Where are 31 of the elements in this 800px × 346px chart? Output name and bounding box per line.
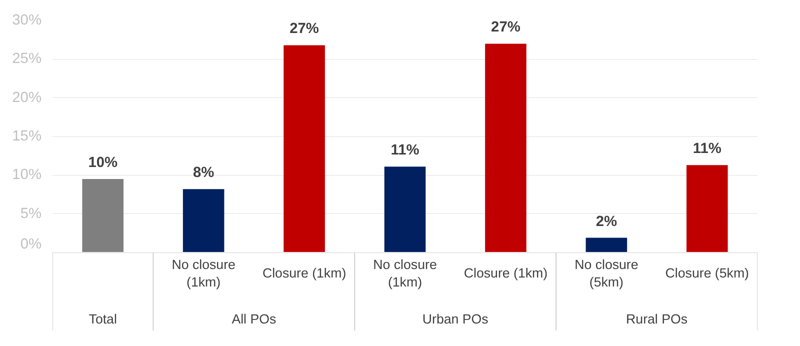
x-tick-label: No closure (1km) bbox=[172, 257, 236, 290]
y-tick-label: 5% bbox=[20, 206, 42, 222]
data-label: 8% bbox=[192, 165, 214, 182]
text: All POs bbox=[232, 312, 276, 327]
y-tick-label: 15% bbox=[12, 128, 42, 144]
text: Rural POs bbox=[626, 312, 688, 327]
y-tick-label: 25% bbox=[12, 51, 42, 68]
data-label: 11% bbox=[390, 142, 420, 159]
data-label: 2% bbox=[596, 214, 618, 230]
bar bbox=[686, 165, 728, 252]
y-tick-label: 10% bbox=[12, 167, 42, 184]
x-tick-label: Closure (5km) bbox=[665, 266, 749, 281]
text: Urban POs bbox=[422, 312, 489, 327]
y-tick-label: 20% bbox=[12, 90, 42, 106]
bar bbox=[82, 179, 124, 252]
data-label: 10% bbox=[88, 155, 118, 172]
y-tick-label: 30% bbox=[12, 12, 42, 28]
data-label: 27% bbox=[491, 20, 520, 36]
bar bbox=[485, 44, 526, 252]
data-label: 11% bbox=[692, 141, 722, 158]
bar bbox=[586, 238, 628, 252]
x-tick-label: Closure (1km) bbox=[262, 266, 346, 281]
bar bbox=[384, 166, 426, 252]
y-tick-label: 0% bbox=[20, 236, 42, 252]
data-label: 27% bbox=[290, 21, 319, 38]
bar bbox=[284, 45, 325, 252]
text: Total bbox=[88, 312, 117, 327]
bar bbox=[182, 189, 224, 252]
x-tick-label: No closure (1km) bbox=[373, 257, 437, 290]
x-tick-label: Closure (1km) bbox=[464, 266, 548, 281]
x-tick-label: No closure (5km) bbox=[574, 257, 638, 290]
